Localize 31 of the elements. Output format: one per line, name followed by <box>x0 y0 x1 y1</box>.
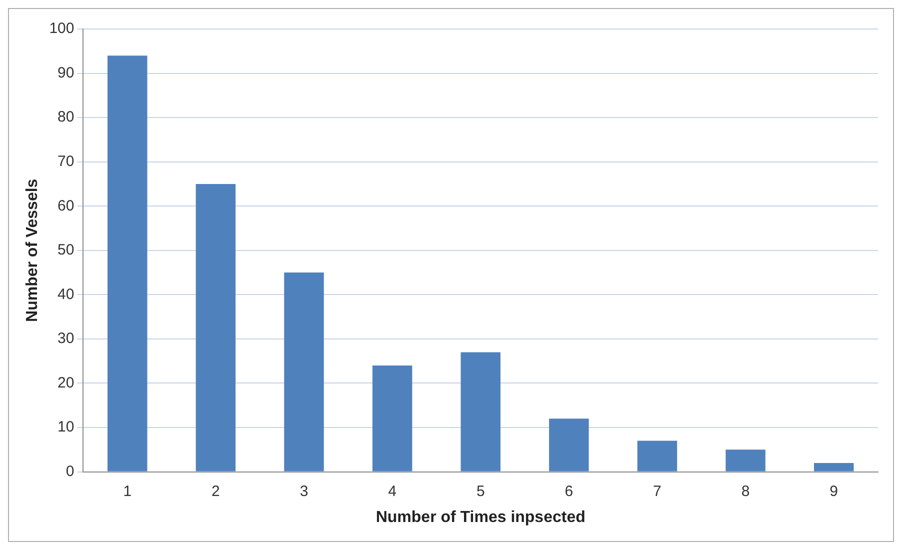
y-tick-label: 90 <box>58 64 74 82</box>
bar <box>549 418 589 472</box>
y-tick-label: 100 <box>49 20 74 38</box>
y-tick-label: 20 <box>58 374 74 392</box>
bar <box>637 440 678 472</box>
y-tick-label: 30 <box>58 330 74 348</box>
bar <box>460 352 500 472</box>
x-tick-label: 5 <box>476 482 485 500</box>
y-tick-label: 10 <box>58 418 74 436</box>
bar <box>108 56 148 472</box>
y-tick-label: 0 <box>66 462 74 480</box>
x-tick-label: 9 <box>830 482 838 500</box>
x-tick-label: 2 <box>212 482 220 500</box>
x-tick-label: 3 <box>300 482 308 500</box>
x-tick-label: 7 <box>653 482 662 500</box>
y-tick-label: 40 <box>58 286 74 303</box>
bar <box>726 450 766 472</box>
bar <box>372 366 412 472</box>
x-tick-label: 1 <box>123 482 132 500</box>
bar <box>284 272 324 472</box>
x-tick-label: 8 <box>741 482 750 500</box>
x-tick-label: 4 <box>388 482 396 500</box>
bar <box>196 184 236 472</box>
y-tick-label: 70 <box>58 152 74 170</box>
y-tick-label: 60 <box>58 197 74 214</box>
y-tick-label: 80 <box>58 108 74 126</box>
x-tick-label: 6 <box>564 482 574 500</box>
x-axis-title: Number of Times inpsected <box>376 508 586 526</box>
bar <box>814 462 854 472</box>
y-tick-label: 50 <box>58 242 74 259</box>
y-axis-title: Number of Vessels <box>24 178 42 322</box>
